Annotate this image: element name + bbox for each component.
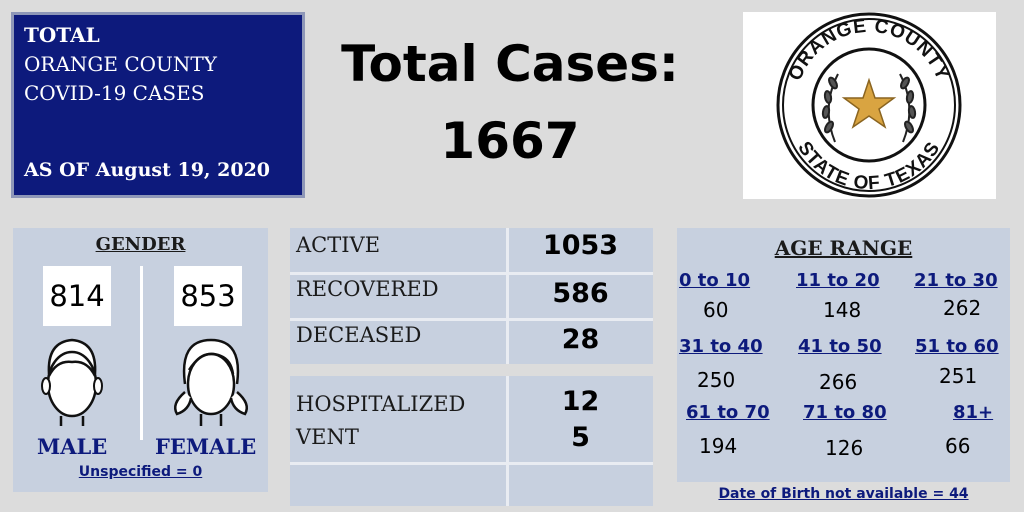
age-range-value: 266 bbox=[819, 370, 858, 394]
as-of-date: AS OF August 19, 2020 bbox=[24, 159, 271, 181]
status-panel: ACTIVE 1053 RECOVERED 586 DECEASED 28 bbox=[290, 228, 653, 364]
age-range-label: 11 to 20 bbox=[796, 270, 880, 291]
age-range-title: AGE RANGE bbox=[774, 236, 913, 260]
status-divider bbox=[506, 228, 509, 364]
vent-row: VENT 5 bbox=[290, 420, 653, 464]
age-range-value: 60 bbox=[703, 298, 729, 322]
gender-panel: GENDER 814 853 MALE FEMALE Unspecified =… bbox=[13, 228, 268, 492]
female-count: 853 bbox=[174, 266, 242, 326]
age-range-label: 21 to 30 bbox=[914, 270, 998, 291]
deceased-value: 28 bbox=[561, 324, 600, 355]
active-row: ACTIVE 1053 bbox=[290, 228, 653, 272]
age-range-value: 251 bbox=[939, 364, 978, 388]
age-range-label: 81+ bbox=[953, 402, 994, 423]
female-face-icon bbox=[174, 338, 248, 426]
age-range-label: 71 to 80 bbox=[803, 402, 887, 423]
total-cases-label: Total Cases: bbox=[341, 35, 679, 93]
active-label: ACTIVE bbox=[296, 233, 381, 257]
county-seal: ORANGE COUNTY STATE OF TEXAS bbox=[743, 12, 996, 199]
title-box: TOTAL ORANGE COUNTY COVID-19 CASES AS OF… bbox=[11, 12, 305, 198]
row-divider bbox=[290, 462, 653, 465]
male-count: 814 bbox=[43, 266, 111, 326]
age-range-panel: AGE RANGE 0 to 10 11 to 20 21 to 30 60 1… bbox=[677, 228, 1010, 482]
age-range-label: 61 to 70 bbox=[686, 402, 770, 423]
row-divider bbox=[290, 272, 653, 275]
female-label: FEMALE bbox=[155, 434, 257, 459]
hospital-divider bbox=[506, 376, 509, 506]
vent-label: VENT bbox=[296, 425, 359, 449]
dob-not-available: Date of Birth not available = 44 bbox=[718, 486, 969, 502]
vent-value: 5 bbox=[571, 422, 590, 453]
deceased-label: DECEASED bbox=[296, 323, 422, 347]
title-line-1: TOTAL bbox=[24, 23, 100, 47]
total-cases-value: 1667 bbox=[440, 112, 580, 170]
male-face-icon bbox=[41, 338, 103, 426]
deceased-row: DECEASED 28 bbox=[290, 318, 653, 362]
gender-title: GENDER bbox=[95, 234, 186, 255]
title-line-2: ORANGE COUNTY bbox=[24, 52, 217, 76]
title-line-3: COVID-19 CASES bbox=[24, 81, 205, 105]
star-seal-icon: ORANGE COUNTY STATE OF TEXAS bbox=[776, 12, 962, 198]
recovered-value: 586 bbox=[552, 278, 609, 309]
hospitalized-label: HOSPITALIZED bbox=[296, 392, 466, 416]
age-range-value: 66 bbox=[945, 434, 971, 458]
age-range-label: 51 to 60 bbox=[915, 336, 999, 357]
age-range-label: 31 to 40 bbox=[679, 336, 763, 357]
recovered-label: RECOVERED bbox=[296, 277, 439, 301]
gender-divider bbox=[140, 266, 143, 440]
age-range-value: 250 bbox=[697, 368, 736, 392]
age-range-value: 148 bbox=[823, 298, 862, 322]
row-divider bbox=[290, 318, 653, 321]
active-value: 1053 bbox=[542, 230, 619, 261]
age-range-value: 194 bbox=[699, 434, 738, 458]
hospitalized-value: 12 bbox=[561, 386, 600, 417]
age-range-value: 126 bbox=[825, 436, 864, 460]
age-range-label: 41 to 50 bbox=[798, 336, 882, 357]
unspecified-count: Unspecified = 0 bbox=[78, 464, 203, 480]
hospitalized-row: HOSPITALIZED 12 bbox=[290, 384, 653, 428]
male-label: MALE bbox=[37, 434, 108, 459]
hospital-panel: HOSPITALIZED 12 VENT 5 bbox=[290, 376, 653, 506]
age-range-value: 262 bbox=[943, 296, 982, 320]
age-range-label: 0 to 10 bbox=[679, 270, 751, 291]
recovered-row: RECOVERED 586 bbox=[290, 272, 653, 316]
